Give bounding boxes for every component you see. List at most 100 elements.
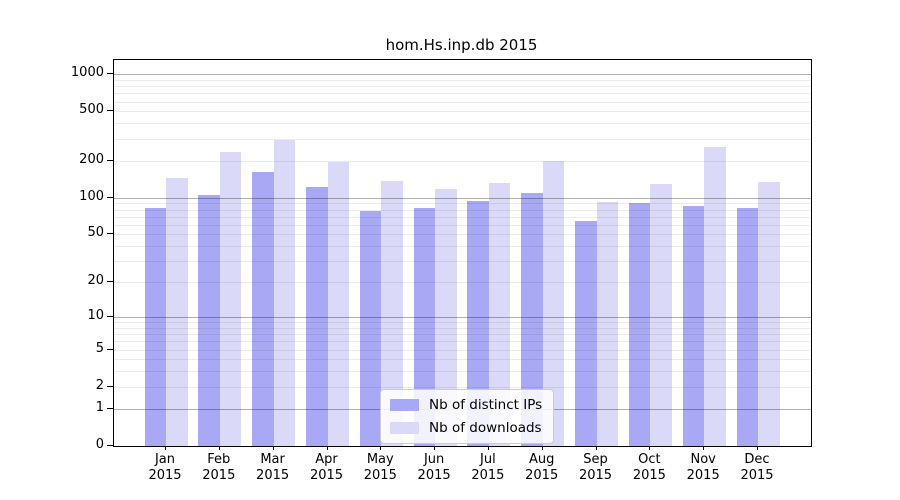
gridline-minor <box>114 371 811 373</box>
bar-nb-of-downloads-jan <box>166 178 188 446</box>
x-tick-label: Nov 2015 <box>686 452 720 483</box>
gridline-minor <box>114 86 811 88</box>
legend-label-downloads: Nb of downloads <box>429 420 542 436</box>
x-tick-mark <box>380 445 382 450</box>
gridline-minor <box>114 341 811 343</box>
y-tick-mark <box>107 315 113 317</box>
bar-nb-of-downloads-nov <box>704 146 726 446</box>
x-tick-mark <box>326 445 328 450</box>
gridline-minor <box>114 327 811 329</box>
legend-item-downloads: Nb of downloads <box>390 420 542 436</box>
bar-nb-of-distinct-ips-nov <box>682 205 705 446</box>
x-tick-label: Jul 2015 <box>471 452 505 483</box>
bar-nb-of-downloads-mar <box>273 140 296 446</box>
y-tick-mark <box>107 110 113 112</box>
gridline-major <box>114 197 811 199</box>
bar-nb-of-downloads-feb <box>219 152 242 446</box>
x-tick-label: May 2015 <box>363 452 397 483</box>
x-tick-label: Dec 2015 <box>740 452 774 483</box>
y-tick-mark <box>107 196 113 198</box>
gridline-minor <box>114 209 811 211</box>
gridline-minor <box>114 216 811 218</box>
legend-swatch-distinct-ips <box>390 399 419 411</box>
legend-label-distinct-ips: Nb of distinct IPs <box>429 397 543 413</box>
x-tick-mark <box>272 445 274 450</box>
x-tick-mark <box>487 445 489 450</box>
bar-nb-of-downloads-dec <box>758 181 780 446</box>
gridline-minor <box>114 386 811 388</box>
x-tick-mark <box>165 445 166 450</box>
bar-nb-of-downloads-sep <box>596 202 618 446</box>
gridline-minor <box>114 101 811 103</box>
bar-nb-of-downloads-apr <box>327 161 349 446</box>
bar-nb-of-downloads-oct <box>650 183 672 446</box>
bar-nb-of-downloads-may <box>381 180 403 446</box>
x-tick-mark <box>218 445 220 450</box>
gridline-minor <box>114 359 811 361</box>
legend-swatch-downloads <box>390 422 419 434</box>
gridline-major <box>114 74 811 76</box>
gridlines-layer <box>114 60 811 446</box>
x-tick-mark <box>703 445 705 450</box>
bar-nb-of-distinct-ips-dec <box>736 208 758 446</box>
y-tick-label: 0 <box>95 437 104 452</box>
x-tick-label: Mar 2015 <box>256 452 290 483</box>
x-tick-label: Aug 2015 <box>525 452 559 483</box>
y-tick-label: 500 <box>79 102 104 118</box>
x-tick-mark <box>649 445 651 450</box>
y-tick-mark <box>107 281 113 283</box>
gridline-minor <box>114 261 811 263</box>
bar-nb-of-distinct-ips-feb <box>198 195 220 446</box>
y-tick-mark <box>107 385 113 387</box>
bar-nb-of-distinct-ips-jun <box>413 208 436 446</box>
gridline-minor <box>114 160 811 162</box>
y-tick-label: 50 <box>87 225 104 241</box>
gridline-minor <box>114 334 811 336</box>
bar-nb-of-distinct-ips-sep <box>575 220 597 446</box>
bar-nb-of-downloads-aug <box>542 160 565 446</box>
bar-nb-of-distinct-ips-oct <box>628 202 651 446</box>
legend: Nb of distinct IPs Nb of downloads <box>380 389 555 444</box>
bar-nb-of-distinct-ips-jan <box>144 207 166 446</box>
y-tick-mark <box>107 348 113 350</box>
gridline-minor <box>114 224 811 226</box>
y-tick-label: 10 <box>87 307 104 323</box>
gridline-minor <box>114 234 811 236</box>
y-tick-label: 2 <box>95 377 104 393</box>
gridline-major <box>114 316 811 318</box>
plot-area: Nb of distinct IPs Nb of downloads <box>113 59 812 447</box>
gridline-minor <box>114 79 811 81</box>
x-tick-mark <box>757 445 758 450</box>
gridline-minor <box>114 111 811 113</box>
x-tick-label: Feb 2015 <box>202 452 236 483</box>
x-tick-label: Apr 2015 <box>309 452 344 483</box>
y-tick-label: 20 <box>87 273 104 289</box>
gridline-minor <box>114 349 811 351</box>
x-tick-label: Jan 2015 <box>148 452 182 483</box>
x-tick-mark <box>434 445 436 450</box>
bar-nb-of-distinct-ips-apr <box>306 187 328 446</box>
gridline-minor <box>114 322 811 324</box>
y-tick-label: 200 <box>79 151 104 167</box>
y-tick-label: 5 <box>95 340 104 356</box>
gridline-minor <box>114 138 811 140</box>
legend-item-distinct-ips: Nb of distinct IPs <box>390 397 542 413</box>
y-tick-label: 1000 <box>70 65 104 81</box>
gridline-minor <box>114 123 811 125</box>
bar-nb-of-distinct-ips-mar <box>252 171 274 446</box>
x-tick-mark <box>541 445 543 450</box>
y-tick-label: 1 <box>95 399 104 415</box>
bar-nb-of-distinct-ips-aug <box>521 192 543 446</box>
gridline-minor <box>114 203 811 205</box>
gridline-minor <box>114 246 811 248</box>
y-tick-mark <box>107 159 113 161</box>
gridline-minor <box>114 282 811 284</box>
gridline-minor <box>114 93 811 95</box>
x-tick-mark <box>595 445 597 450</box>
chart-title: hom.Hs.inp.db 2015 <box>385 36 538 54</box>
x-tick-label: Oct 2015 <box>632 452 666 483</box>
y-tick-mark <box>107 233 113 235</box>
y-tick-label: 100 <box>79 188 104 204</box>
y-tick-mark <box>107 445 113 446</box>
